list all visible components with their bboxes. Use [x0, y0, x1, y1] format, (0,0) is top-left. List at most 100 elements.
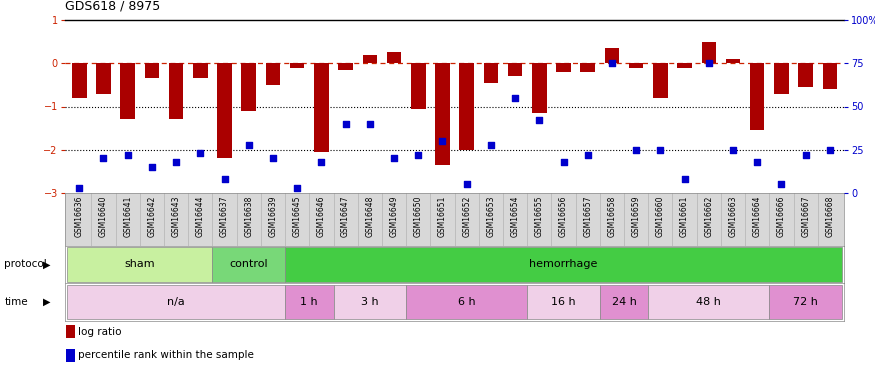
Text: GSM16666: GSM16666	[777, 196, 786, 237]
Point	[556, 159, 570, 165]
Text: GSM16637: GSM16637	[220, 196, 229, 237]
Text: GSM16656: GSM16656	[559, 196, 568, 237]
Text: 3 h: 3 h	[361, 297, 379, 307]
Bar	[459, 63, 474, 150]
Text: 16 h: 16 h	[551, 297, 576, 307]
Point	[242, 142, 256, 148]
Text: GSM16658: GSM16658	[607, 196, 617, 237]
Bar	[213, 247, 285, 282]
Point	[629, 147, 643, 153]
Text: GSM16636: GSM16636	[74, 196, 84, 237]
Bar	[822, 63, 837, 89]
Point	[314, 159, 328, 165]
Text: 1 h: 1 h	[300, 297, 318, 307]
Text: control: control	[229, 260, 268, 269]
Point	[145, 164, 159, 170]
Bar	[285, 285, 333, 319]
Text: time: time	[4, 297, 28, 307]
Text: GSM16649: GSM16649	[389, 196, 398, 237]
Bar	[629, 63, 643, 68]
Bar	[72, 63, 87, 98]
Bar	[67, 247, 213, 282]
Bar	[605, 48, 620, 63]
Bar	[169, 63, 184, 120]
Bar	[333, 285, 406, 319]
Text: GSM16668: GSM16668	[825, 196, 835, 237]
Text: GSM16648: GSM16648	[366, 196, 374, 237]
Point	[290, 185, 304, 191]
Point	[363, 121, 377, 127]
Bar	[411, 63, 425, 109]
Bar	[484, 63, 498, 82]
Bar	[387, 53, 402, 63]
Bar	[507, 63, 522, 76]
Bar	[677, 63, 692, 68]
Point	[339, 121, 353, 127]
Text: protocol: protocol	[4, 260, 47, 269]
Text: GSM16647: GSM16647	[341, 196, 350, 237]
Point	[605, 60, 619, 66]
Point	[193, 150, 207, 156]
Bar	[528, 285, 600, 319]
Point	[387, 156, 401, 162]
Bar	[580, 63, 595, 72]
Text: GDS618 / 8975: GDS618 / 8975	[65, 0, 160, 12]
Point	[774, 182, 788, 188]
Text: 72 h: 72 h	[794, 297, 818, 307]
Bar	[556, 63, 570, 72]
Point	[96, 156, 110, 162]
Point	[702, 60, 716, 66]
Bar	[217, 63, 232, 159]
Text: GSM16638: GSM16638	[244, 196, 253, 237]
Bar	[339, 63, 353, 70]
Point	[484, 142, 498, 148]
Bar	[362, 54, 377, 63]
Bar	[290, 63, 304, 68]
Point	[750, 159, 764, 165]
Text: GSM16663: GSM16663	[729, 196, 738, 237]
Bar	[67, 285, 285, 319]
Point	[459, 182, 473, 188]
Bar	[600, 285, 648, 319]
Bar	[725, 59, 740, 63]
Point	[532, 117, 546, 123]
Text: 6 h: 6 h	[458, 297, 475, 307]
Text: log ratio: log ratio	[78, 327, 122, 337]
Point	[799, 152, 813, 158]
Text: hemorrhage: hemorrhage	[529, 260, 598, 269]
Point	[411, 152, 425, 158]
Point	[169, 159, 183, 165]
Point	[726, 147, 740, 153]
Bar	[144, 63, 159, 78]
Text: GSM16650: GSM16650	[414, 196, 423, 237]
Text: percentile rank within the sample: percentile rank within the sample	[78, 350, 254, 360]
Text: GSM16661: GSM16661	[680, 196, 690, 237]
Bar	[435, 63, 450, 165]
Text: GSM16646: GSM16646	[317, 196, 326, 237]
Bar	[750, 63, 765, 130]
Point	[508, 95, 522, 101]
Text: sham: sham	[124, 260, 155, 269]
Bar	[121, 63, 135, 120]
Text: ▶: ▶	[43, 260, 51, 269]
Bar	[798, 63, 813, 87]
Text: GSM16639: GSM16639	[269, 196, 277, 237]
Bar	[193, 63, 207, 78]
Bar	[702, 42, 716, 63]
Text: ▶: ▶	[43, 297, 51, 307]
Text: GSM16655: GSM16655	[535, 196, 543, 237]
Text: GSM16641: GSM16641	[123, 196, 132, 237]
Text: GSM16654: GSM16654	[511, 196, 520, 237]
Bar	[769, 285, 842, 319]
Point	[677, 176, 691, 182]
Bar	[406, 285, 528, 319]
Text: GSM16644: GSM16644	[196, 196, 205, 237]
Bar	[532, 63, 547, 113]
Point	[822, 147, 836, 153]
Point	[121, 152, 135, 158]
Bar	[648, 285, 769, 319]
Text: GSM16651: GSM16651	[438, 196, 447, 237]
Point	[436, 138, 450, 144]
Bar	[285, 247, 842, 282]
Text: n/a: n/a	[167, 297, 185, 307]
